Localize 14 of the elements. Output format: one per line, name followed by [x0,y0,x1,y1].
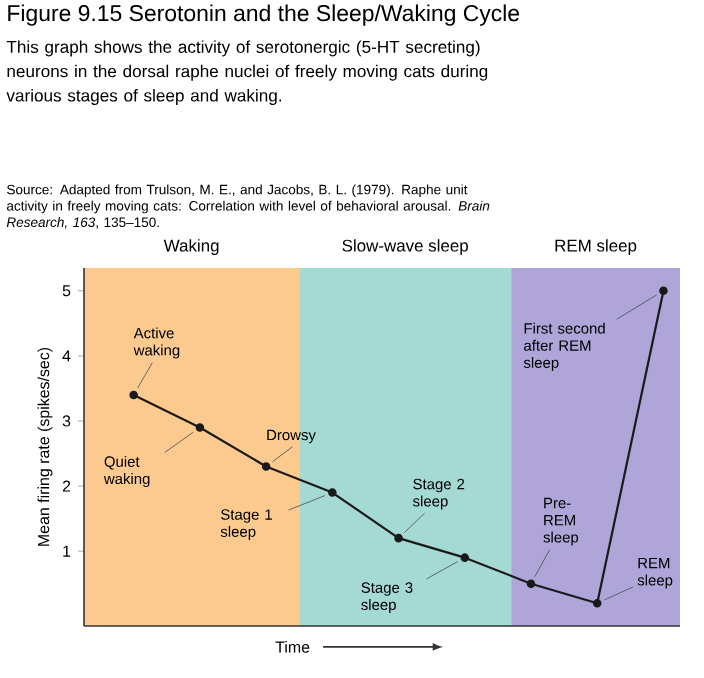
text: Waking [163,239,219,255]
point [328,488,337,497]
point [460,553,470,562]
point [129,390,138,400]
point [526,579,536,588]
chart-title: Figure 9.15 Serotonin and the Sleep/Waking Cycle [8,4,520,26]
text: REM sleep [555,239,637,255]
point [261,462,271,471]
point [394,533,403,543]
text: Slow-wave sleep [342,239,468,255]
point [659,286,668,296]
chart-subtitle: This graph shows the activity of serotonergic (5-HT secreting) neurons in the dorsal raphe nuclei of freely moving cats during various stages of sleep and waking. [6,40,488,105]
point [195,423,205,432]
point [592,598,602,608]
